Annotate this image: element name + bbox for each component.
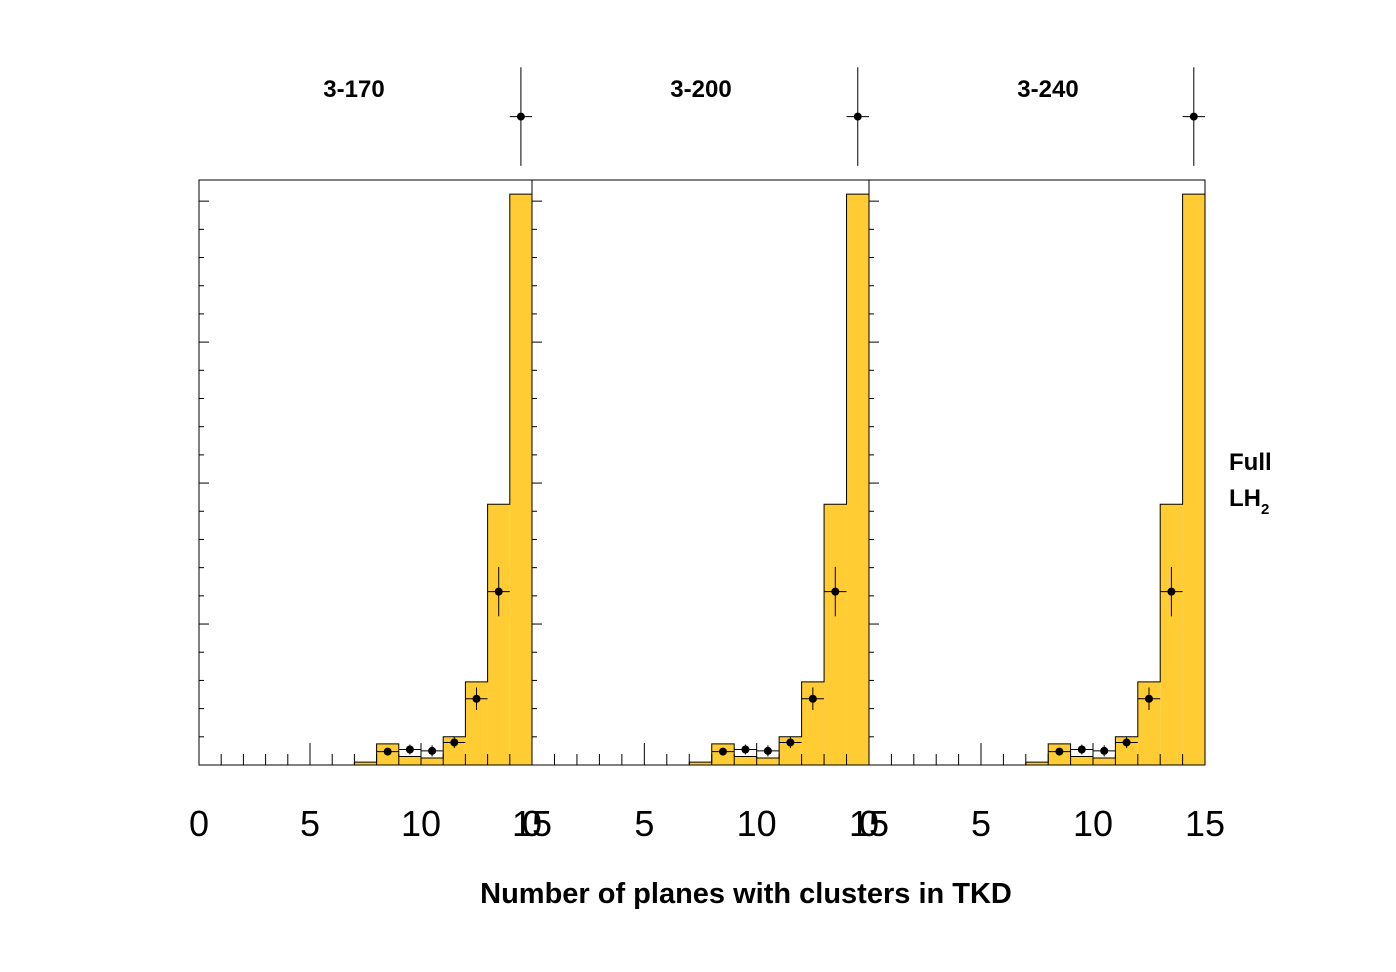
x-tick-label: 0	[522, 803, 542, 844]
side-label-full: Full	[1229, 449, 1272, 476]
histogram-bar	[421, 757, 444, 765]
histogram-bar	[465, 681, 488, 765]
x-tick-label: 5	[634, 803, 654, 844]
data-point	[718, 747, 727, 756]
histogram-outline	[353, 193, 533, 765]
x-tick-label: 5	[971, 803, 991, 844]
histogram-bar	[354, 762, 377, 765]
panel-3: 0 5 10 15	[859, 67, 1225, 844]
histogram-bar	[487, 504, 510, 765]
x-tick-label: 0	[859, 803, 879, 844]
histogram-bar	[1160, 504, 1183, 765]
histogram-bar	[1137, 681, 1161, 765]
histogram-bar	[689, 762, 712, 765]
panel-2: 0 5 10 15	[522, 67, 889, 844]
data-point	[786, 738, 795, 747]
data-point	[383, 747, 392, 756]
data-point	[1167, 587, 1176, 596]
histogram-bar	[1182, 194, 1205, 766]
x-tick-label: 10	[401, 803, 441, 844]
data-point	[494, 587, 503, 596]
panel-frame	[531, 179, 870, 766]
panel-title-1: 3-170	[323, 76, 384, 103]
panel-frame	[868, 179, 1206, 766]
data-point	[808, 694, 817, 703]
panel-1: 0 5 10 15	[189, 67, 552, 844]
data-point	[516, 112, 525, 121]
x-tick-label: 5	[300, 803, 320, 844]
histogram-bar	[509, 194, 532, 766]
histogram-bar	[779, 736, 802, 765]
histogram-bar	[398, 756, 421, 765]
data-point	[450, 738, 459, 747]
data-point	[763, 746, 772, 755]
x-tick-label: 10	[1073, 803, 1113, 844]
side-label-lh: LH	[1229, 485, 1261, 512]
data-point	[1077, 745, 1086, 754]
data-point	[1122, 738, 1131, 747]
data-point	[405, 745, 414, 754]
data-point	[1055, 747, 1064, 756]
histogram-bar	[734, 756, 757, 765]
data-point	[472, 694, 481, 703]
data-point	[853, 112, 862, 121]
histogram-bar	[1070, 756, 1093, 765]
data-point	[1189, 112, 1198, 121]
data-point	[428, 746, 437, 755]
panels-group: 0 5 10 150 5 10 150 5 10 15	[189, 67, 1225, 844]
data-point	[741, 745, 750, 754]
panel-title-3: 3-240	[1017, 76, 1078, 103]
panel-title-2: 3-200	[670, 76, 731, 103]
side-label-subscript: 2	[1261, 501, 1269, 518]
histogram-outline	[688, 193, 870, 765]
data-point	[1145, 694, 1153, 703]
histogram-bar	[1115, 736, 1138, 765]
side-label-lh2: LH2	[1229, 485, 1269, 518]
histogram-bar	[824, 504, 847, 765]
data-point	[1100, 746, 1109, 755]
x-tick-label: 10	[737, 803, 777, 844]
histogram-outline	[1025, 193, 1206, 765]
histogram-bar	[756, 757, 780, 765]
x-tick-label: 15	[1185, 803, 1225, 844]
data-point	[831, 587, 840, 596]
histogram-bar	[846, 194, 869, 766]
x-tick-label: 0	[189, 803, 209, 844]
x-tick-label: 15	[512, 803, 552, 844]
panel-frame	[198, 179, 533, 766]
histogram-bar	[1093, 757, 1116, 765]
histogram-bar	[1025, 762, 1049, 765]
x-axis-label: Number of planes with clusters in TKD	[480, 878, 1012, 910]
histogram-bar	[443, 736, 466, 765]
x-tick-label: 15	[849, 803, 889, 844]
histogram-bar	[801, 681, 825, 765]
